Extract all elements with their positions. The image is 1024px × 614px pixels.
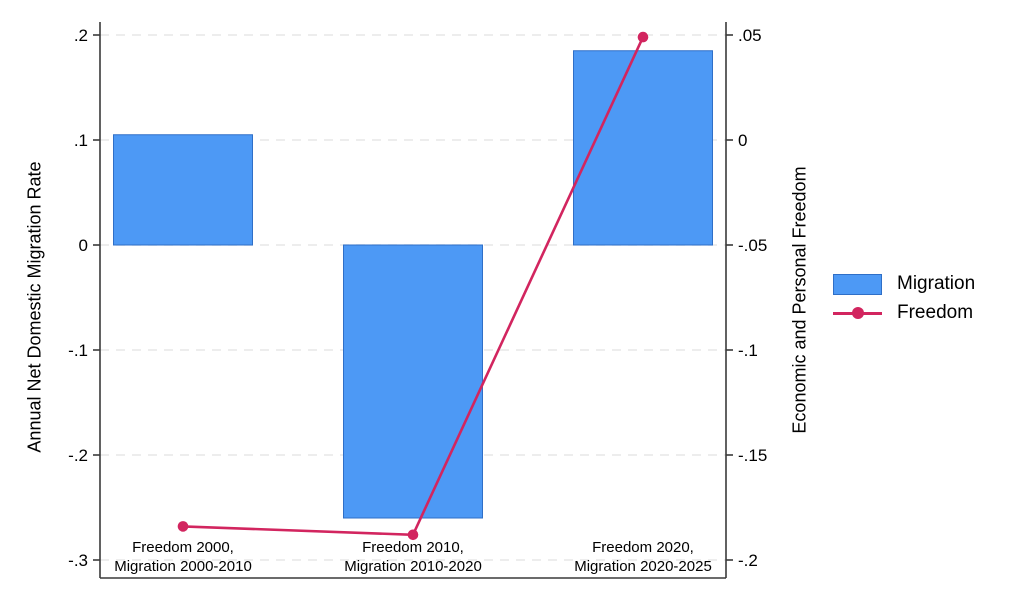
left-tick-label: -.2: [68, 446, 88, 465]
left-tick-label: .1: [74, 131, 88, 150]
legend-key-freedom: [833, 302, 882, 324]
right-tick-label: .05: [738, 26, 762, 45]
left-axis-title: Annual Net Domestic Migration Rate: [24, 161, 45, 453]
freedom-point: [177, 521, 189, 532]
migration-swatch-icon: [833, 274, 882, 295]
freedom-marker-icon: [852, 307, 864, 319]
right-tick-label: -.1: [738, 341, 758, 360]
right-tick-label: 0: [738, 131, 747, 150]
migration-bar: [573, 50, 713, 246]
category-label: Freedom 2020, Migration 2020-2025: [574, 539, 712, 575]
left-tick-label: .2: [74, 26, 88, 45]
migration-bar: [113, 134, 253, 246]
right-tick-label: -.2: [738, 551, 758, 570]
legend-item-freedom: Freedom: [833, 302, 975, 324]
category-label: Freedom 2010, Migration 2010-2020: [344, 539, 482, 575]
migration-bar: [343, 244, 483, 519]
right-tick-label: -.15: [738, 446, 767, 465]
left-tick-label: -.3: [68, 551, 88, 570]
right-axis-title: Economic and Personal Freedom: [789, 166, 810, 434]
legend-label-migration: Migration: [897, 273, 976, 294]
freedom-point: [637, 31, 649, 43]
left-tick-label: -.1: [68, 341, 88, 360]
left-tick-label: 0: [79, 236, 88, 255]
legend-label-freedom: Freedom: [897, 302, 974, 323]
legend-key-migration: [833, 273, 882, 295]
freedom-point: [407, 529, 419, 541]
legend-item-migration: Migration: [833, 273, 975, 295]
right-tick-label: -.05: [738, 236, 767, 255]
legend: Migration Freedom: [833, 273, 975, 331]
category-label: Freedom 2000, Migration 2000-2010: [114, 539, 252, 575]
